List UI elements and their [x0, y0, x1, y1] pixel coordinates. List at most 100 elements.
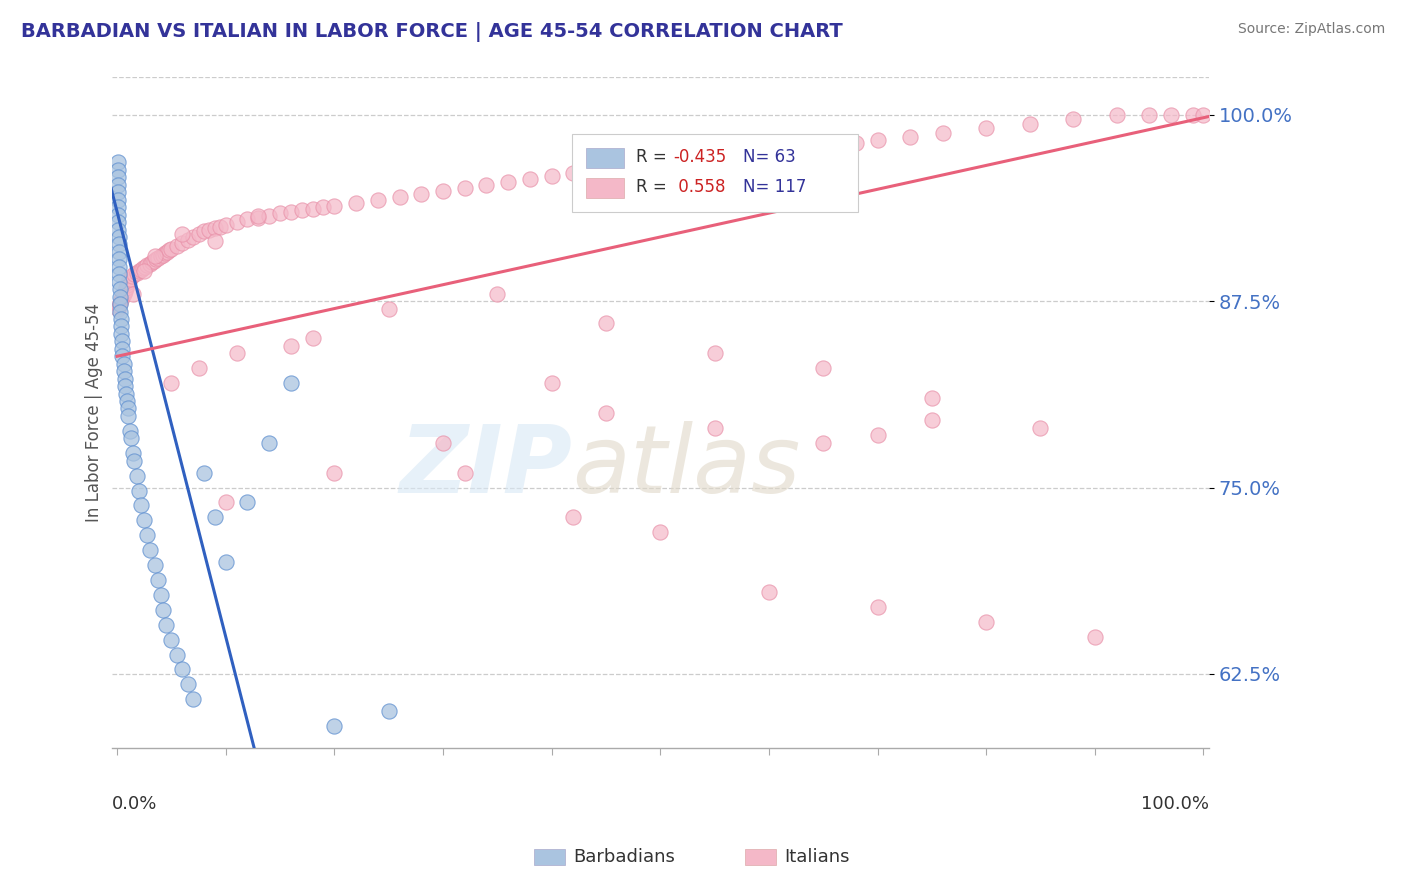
Text: Source: ZipAtlas.com: Source: ZipAtlas.com [1237, 22, 1385, 37]
Point [120, 424, 142, 438]
Point [583, 162, 606, 177]
Point [110, 295, 132, 310]
Point [225, 346, 247, 360]
Point [1181, 108, 1204, 122]
Point [606, 160, 628, 174]
Point [974, 121, 997, 136]
Point [112, 286, 135, 301]
Bar [572, 135, 858, 211]
Point [160, 242, 183, 256]
Point [301, 202, 323, 216]
Point [703, 421, 725, 435]
Point [143, 253, 166, 268]
Point [125, 468, 148, 483]
Point [703, 346, 725, 360]
Bar [586, 178, 624, 198]
Point [120, 272, 142, 286]
Point [160, 376, 183, 391]
Point [486, 286, 509, 301]
Point [1018, 117, 1040, 131]
Point [198, 222, 221, 236]
Point [157, 244, 180, 258]
Point [107, 186, 129, 200]
Point [152, 603, 174, 617]
Point [866, 428, 889, 442]
Point [898, 130, 921, 145]
Text: 0.0%: 0.0% [111, 796, 157, 814]
Point [143, 249, 166, 263]
Point [117, 275, 139, 289]
Point [323, 466, 346, 480]
Point [454, 181, 477, 195]
Point [107, 162, 129, 177]
Point [136, 258, 159, 272]
Point [187, 361, 209, 376]
Point [110, 290, 132, 304]
Point [172, 663, 194, 677]
Point [454, 466, 477, 480]
Point [562, 510, 585, 524]
Point [108, 244, 131, 259]
Point [323, 719, 346, 733]
Point [108, 252, 131, 267]
Point [176, 677, 198, 691]
Point [166, 648, 188, 662]
Point [377, 704, 399, 718]
Point [134, 260, 156, 274]
Point [595, 406, 617, 420]
Bar [586, 148, 624, 168]
Text: BARBADIAN VS ITALIAN IN LABOR FORCE | AGE 45-54 CORRELATION CHART: BARBADIAN VS ITALIAN IN LABOR FORCE | AG… [21, 22, 842, 42]
Point [108, 299, 131, 313]
Point [110, 297, 132, 311]
Point [136, 528, 159, 542]
Point [124, 453, 146, 467]
Point [1160, 108, 1182, 122]
Point [110, 293, 132, 307]
Point [432, 184, 454, 198]
Point [120, 431, 142, 445]
Point [166, 239, 188, 253]
Point [107, 215, 129, 229]
Point [496, 175, 519, 189]
Text: Italians: Italians [785, 848, 851, 866]
Point [735, 148, 758, 162]
Point [280, 339, 302, 353]
Point [108, 267, 131, 281]
Point [193, 224, 215, 238]
Point [112, 357, 135, 371]
Point [323, 199, 346, 213]
Point [650, 525, 672, 540]
Point [1062, 112, 1084, 127]
Point [107, 208, 129, 222]
Point [1105, 108, 1128, 122]
Point [187, 227, 209, 241]
Point [107, 200, 129, 214]
Point [1084, 630, 1107, 644]
Point [149, 249, 172, 263]
Point [115, 277, 138, 292]
Point [779, 142, 801, 156]
Point [110, 319, 132, 334]
Point [236, 212, 259, 227]
Point [866, 599, 889, 614]
Point [122, 286, 145, 301]
Point [155, 617, 177, 632]
Point [475, 178, 498, 192]
Point [312, 200, 335, 214]
Point [291, 203, 314, 218]
Point [811, 435, 834, 450]
Point [107, 301, 129, 316]
Text: atlas: atlas [572, 421, 801, 512]
Point [758, 145, 780, 159]
Point [121, 268, 143, 283]
Point [114, 281, 136, 295]
Point [141, 255, 163, 269]
Point [562, 166, 585, 180]
Point [377, 301, 399, 316]
Point [107, 155, 129, 169]
Point [153, 246, 176, 260]
Point [519, 171, 541, 186]
Point [111, 290, 134, 304]
Point [110, 304, 132, 318]
Text: R =: R = [636, 148, 672, 166]
